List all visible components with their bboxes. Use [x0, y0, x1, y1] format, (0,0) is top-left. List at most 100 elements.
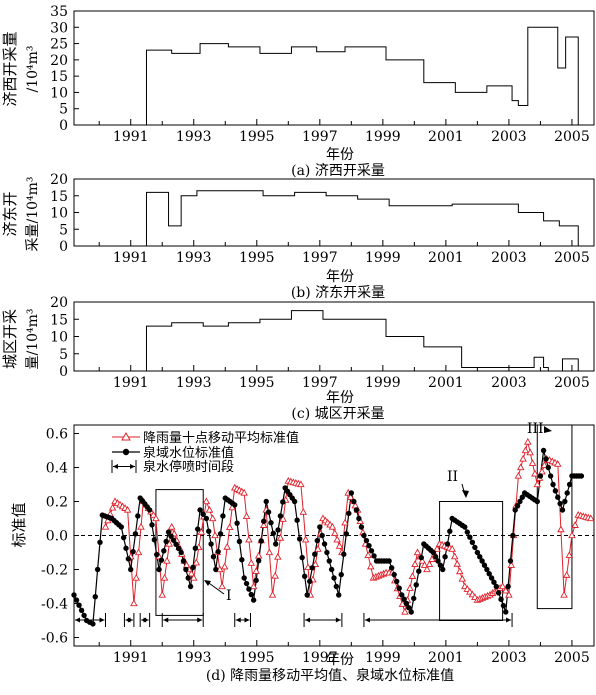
rainfall-point — [220, 562, 229, 570]
water-level-point — [488, 575, 495, 581]
rainfall-point — [450, 552, 459, 560]
rainfall-point — [420, 561, 429, 568]
water-level-point — [263, 498, 269, 505]
step-line-c — [74, 310, 579, 372]
water-level-point — [514, 503, 521, 509]
rainfall-point — [346, 493, 355, 500]
water-level-point — [258, 538, 264, 544]
rainfall-point — [526, 448, 534, 456]
rainfall-point — [587, 514, 595, 522]
rainfall-point — [341, 518, 349, 526]
rainfall-point — [408, 572, 417, 579]
water-level-point — [503, 609, 509, 615]
water-level-point — [149, 522, 155, 528]
ylabel-a-line1: 济西开采量 — [1, 31, 19, 106]
water-level-point — [326, 558, 332, 564]
rainfall-point — [498, 582, 507, 590]
water-level-point — [268, 520, 274, 526]
rainfall-point — [538, 467, 546, 475]
water-level-point — [477, 554, 483, 560]
water-level-point — [416, 568, 422, 574]
rainfall-point — [130, 599, 138, 607]
water-level-point — [557, 500, 563, 507]
rainfall-point — [501, 586, 510, 594]
water-level-point — [469, 539, 476, 545]
water-level-point — [391, 571, 397, 578]
y-tick-label: 10 — [50, 206, 68, 222]
caption-a: (a) 济西开采量 — [291, 163, 385, 179]
rainfall-point — [519, 454, 527, 462]
water-level-point — [241, 575, 247, 581]
water-level-point — [510, 532, 516, 539]
triangle-marker-icon — [121, 431, 131, 441]
water-level-point — [220, 513, 226, 519]
water-level-point — [71, 592, 77, 598]
water-level-point — [192, 545, 199, 551]
water-level-point — [493, 583, 500, 590]
x-tick-label: 2005 — [554, 250, 590, 266]
rainfall-point — [245, 535, 253, 543]
y-tick-label: 5 — [59, 102, 68, 118]
water-level-point — [481, 562, 488, 568]
rainfall-point — [507, 561, 516, 568]
plot-frame — [73, 178, 595, 247]
water-level-point — [338, 571, 344, 578]
y-tick-label: -0.4 — [41, 597, 68, 613]
rainfall-point — [560, 590, 568, 598]
water-level-point — [464, 529, 471, 535]
x-tick-label: 1999 — [365, 650, 401, 666]
caption-b: (b) 济东开采量 — [291, 285, 385, 301]
rainfall-point — [249, 582, 258, 590]
xlabel-c: 年份 — [326, 390, 354, 406]
rainfall-point — [187, 569, 196, 577]
water-level-point — [185, 575, 191, 581]
water-level-point — [442, 554, 448, 560]
water-level-point — [351, 498, 357, 505]
water-level-point — [534, 498, 540, 505]
water-level-point — [190, 564, 196, 571]
water-level-point — [346, 510, 352, 517]
x-tick-label: 1993 — [176, 129, 212, 145]
rainfall-point — [299, 507, 308, 515]
y-tick-label: 0 — [59, 239, 68, 255]
water-level-point — [151, 537, 158, 543]
water-level-point — [403, 600, 410, 607]
arrow-right-icon — [143, 617, 149, 623]
plot-frame — [73, 10, 595, 126]
rainfall-point — [364, 551, 372, 558]
x-tick-label: 2003 — [491, 250, 527, 266]
water-level-point — [253, 577, 259, 584]
y-tick-label: 35 — [50, 4, 68, 20]
water-level-point — [388, 565, 395, 571]
water-level-point — [158, 557, 165, 563]
y-tick-label: 20 — [50, 295, 68, 311]
water-level-point — [555, 494, 561, 500]
rainfall-point — [571, 521, 579, 528]
rainfall-point — [568, 531, 576, 539]
ylabel-a-line2: /10⁴m³ — [25, 45, 41, 92]
water-level-point — [341, 551, 347, 557]
arrow-right-icon — [99, 617, 105, 623]
legend-label-stop: 泉水停喷时间段 — [143, 459, 234, 475]
water-level-point — [559, 507, 566, 513]
rainfall-point — [297, 480, 305, 488]
water-level-point — [296, 536, 303, 542]
x-tick-label: 1997 — [302, 250, 338, 266]
rainfall-point — [328, 522, 337, 530]
water-level-point — [545, 464, 552, 471]
water-level-point — [90, 621, 96, 627]
water-level-point — [406, 605, 412, 611]
rainfall-point — [132, 573, 141, 581]
water-level-point — [78, 607, 85, 613]
arrow-right-icon — [130, 464, 135, 469]
x-tick-label: 1995 — [239, 250, 275, 266]
water-level-point — [547, 473, 554, 479]
water-level-point — [236, 538, 243, 545]
annotation-II: II — [447, 469, 458, 485]
water-level-point — [495, 590, 502, 596]
water-level-point — [371, 553, 377, 559]
ylabel-b-line1: 济东开 — [1, 191, 19, 236]
rainfall-point — [137, 522, 145, 530]
x-tick-label: 2001 — [428, 375, 464, 391]
